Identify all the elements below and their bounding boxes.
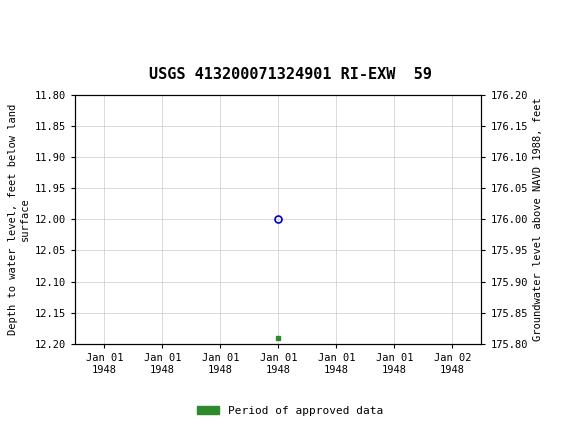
Text: USGS 413200071324901 RI-EXW  59: USGS 413200071324901 RI-EXW 59: [148, 67, 432, 82]
Legend: Period of approved data: Period of approved data: [193, 401, 387, 420]
Y-axis label: Depth to water level, feet below land
surface: Depth to water level, feet below land su…: [8, 104, 30, 335]
Text: ≈: ≈: [6, 9, 27, 34]
Y-axis label: Groundwater level above NAVD 1988, feet: Groundwater level above NAVD 1988, feet: [534, 98, 543, 341]
Text: USGS: USGS: [49, 12, 109, 31]
